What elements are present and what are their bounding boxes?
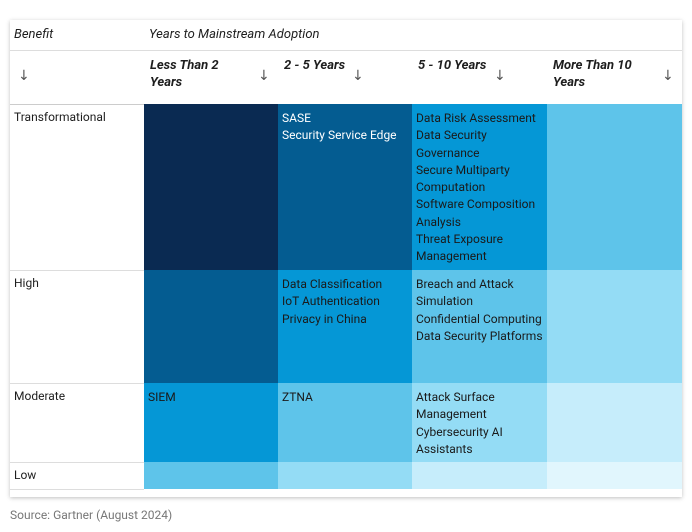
row-label: High	[14, 276, 39, 290]
sort-icon[interactable]: ↓	[258, 68, 270, 84]
matrix-cell	[547, 462, 682, 489]
sort-icon[interactable]: ↓	[352, 68, 364, 84]
source: Source: Gartner (August 2024)	[10, 508, 173, 522]
matrix-cell: Attack Surface Management Cybersecurity A…	[412, 383, 547, 462]
technology: Data Security Platforms	[416, 328, 543, 343]
matrix-cell: Data Risk Assessment Data Security Govern…	[412, 104, 547, 270]
matrix-cell	[144, 462, 278, 489]
technology: SIEM	[148, 390, 176, 404]
priority-matrix: Benefit Years to Mainstream Adoption ↓ L…	[10, 20, 682, 497]
row-label: Moderate	[14, 389, 66, 403]
technology: Breach and Attack Simulation	[416, 277, 514, 309]
technology: Attack Surface Management	[416, 390, 495, 422]
matrix-cell	[278, 462, 412, 489]
technology: Data Security Governance	[416, 128, 487, 160]
matrix-cell: ZTNA	[278, 383, 412, 462]
technology: Cybersecurity AI Assistants	[416, 424, 503, 456]
column-header: 2 - 5 Years	[284, 58, 346, 73]
group-header: Years to Mainstream Adoption	[149, 27, 320, 42]
matrix-cell: SIEM	[144, 383, 278, 462]
technology: Data Risk Assessment	[416, 111, 536, 125]
column-header: 5 - 10 Years	[418, 58, 487, 73]
technology: Confidential Computing	[416, 311, 542, 326]
column-header: Less Than 2 Years	[150, 58, 219, 90]
technology: Software Composition Analysis	[416, 197, 536, 229]
technology: SASE	[282, 111, 311, 125]
sort-icon[interactable]: ↓	[662, 68, 674, 84]
matrix-cell: SASE Security Service Edge	[278, 104, 412, 270]
divider	[10, 383, 144, 384]
row-label: Transformational	[14, 110, 106, 124]
technology: Privacy in China	[282, 311, 367, 326]
matrix-cell	[547, 104, 682, 270]
technology: ZTNA	[282, 390, 313, 404]
sort-icon[interactable]: ↓	[18, 68, 30, 84]
sort-icon[interactable]: ↓	[494, 68, 506, 84]
matrix-cell	[412, 462, 547, 489]
row-header: Benefit	[14, 27, 54, 42]
row-label: Low	[14, 468, 37, 482]
matrix-cell: Breach and Attack Simulation Confidential…	[412, 270, 547, 383]
column-header: More Than 10 Years	[553, 58, 632, 90]
divider	[10, 270, 144, 271]
matrix-cell	[547, 270, 682, 383]
technology: IoT Authentication	[282, 294, 380, 309]
matrix-cell	[144, 104, 278, 270]
matrix-cell: Data Classification IoT Authentication Pri…	[278, 270, 412, 383]
technology: Secure Multiparty Computation	[416, 162, 510, 195]
technology: Data Classification	[282, 277, 383, 291]
divider	[10, 462, 144, 463]
matrix-cell	[547, 383, 682, 462]
technology: Security Service Edge	[282, 128, 397, 143]
divider	[10, 489, 144, 490]
technology: Threat Exposure Management	[416, 232, 503, 264]
matrix-cell	[144, 270, 278, 383]
